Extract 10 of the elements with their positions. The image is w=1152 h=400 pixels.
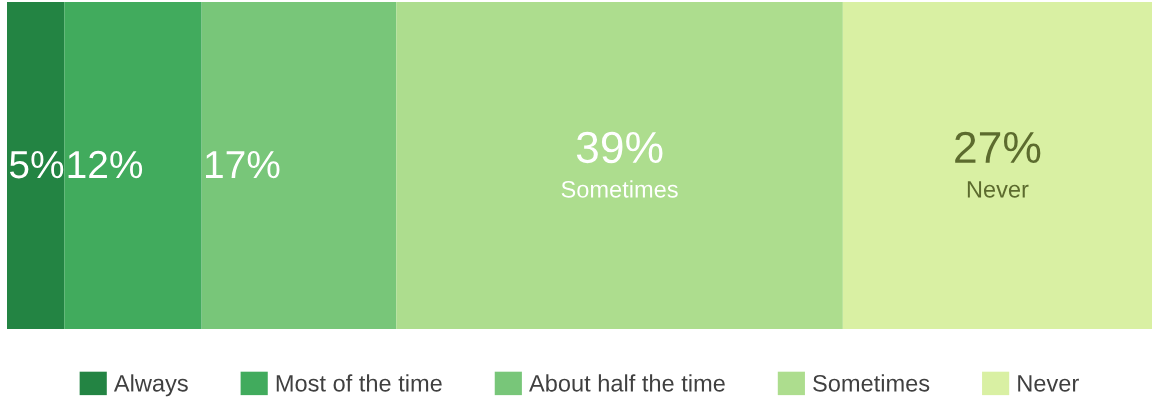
- data-label: 17%: [206, 151, 280, 179]
- legend-label: Sometimes: [813, 374, 930, 392]
- legend-label: Most of the time: [276, 374, 442, 392]
- data-label: 39% Sometimes: [561, 131, 678, 198]
- data-label: 5%: [9, 151, 64, 179]
- legend-label: About half the time: [529, 374, 725, 392]
- data-label: 12%: [68, 150, 143, 179]
- data-label: 27% Never: [955, 131, 1041, 198]
- legend-label: Never: [1018, 375, 1079, 392]
- legend-label: Always: [113, 374, 188, 397]
